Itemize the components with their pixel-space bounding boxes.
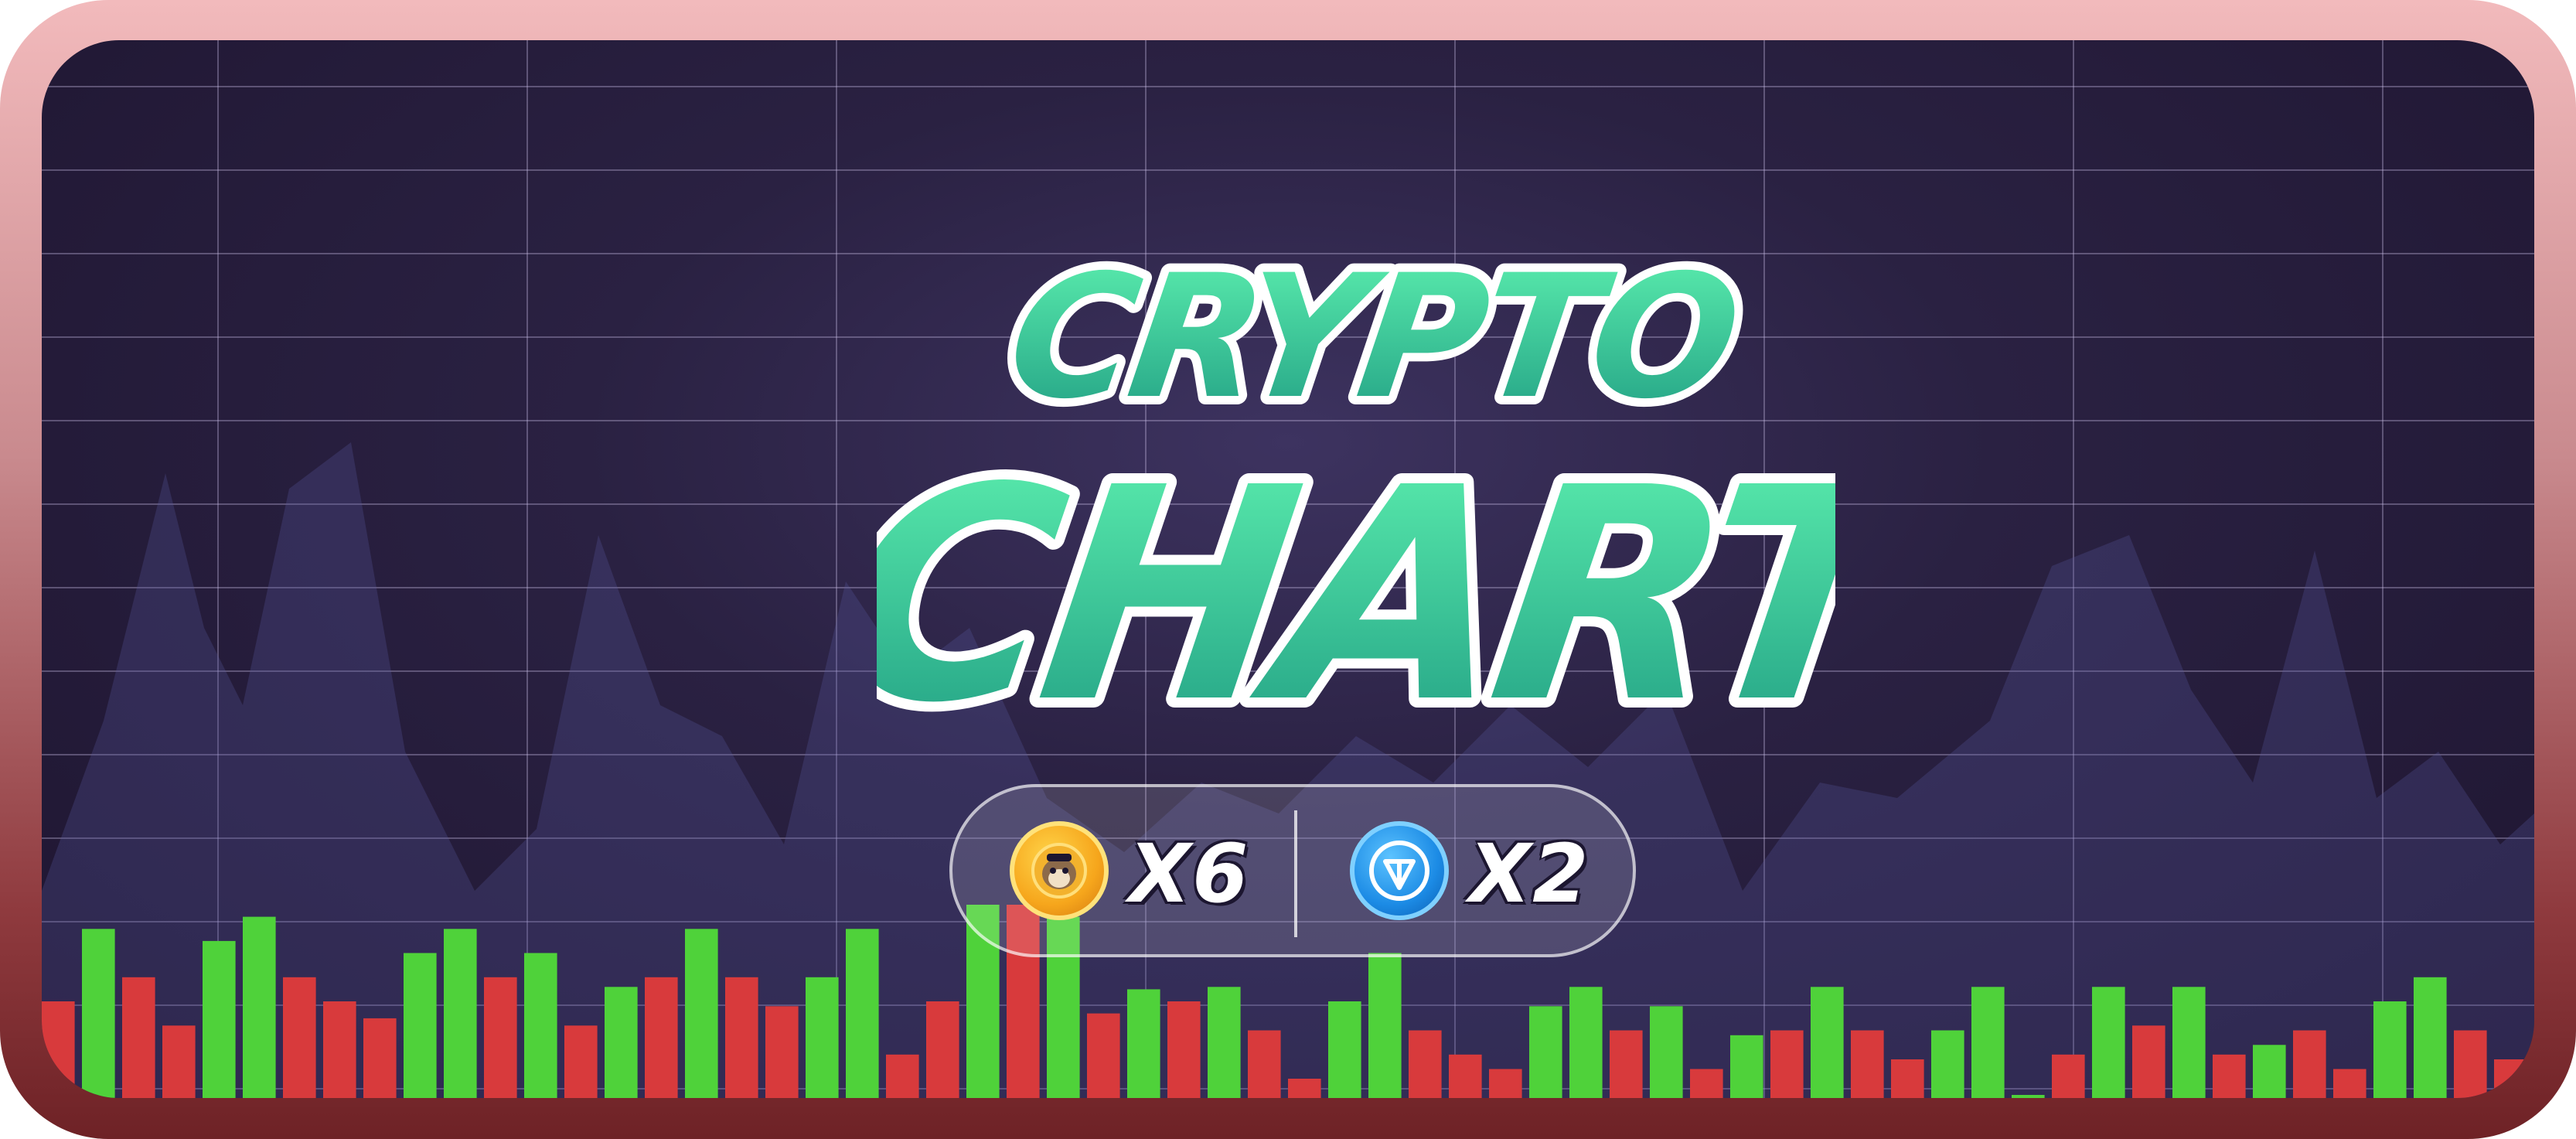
chart-bar-up — [2172, 987, 2206, 1098]
chart-bar-up — [1127, 989, 1160, 1098]
chart-bar-up — [1811, 987, 1844, 1098]
chart-bar-down — [42, 1001, 75, 1098]
background-mountains — [42, 442, 2534, 1098]
chart-bar-up — [2373, 1001, 2407, 1098]
title-line-1: CRYPTO — [998, 239, 1746, 437]
chart-bar-up — [2414, 977, 2447, 1098]
ton-coin-icon — [1350, 821, 1449, 920]
chart-bar-down — [1288, 1079, 1321, 1098]
chart-bar-up — [1529, 1006, 1562, 1098]
title-line-2: CHART — [877, 426, 1835, 768]
rewards-pill: X6 X2 — [949, 784, 1636, 957]
chart-bar-down — [162, 1025, 196, 1098]
chart-bar-up — [2012, 1095, 2045, 1098]
grid-lines — [42, 40, 2534, 1098]
chart-bar-down — [2213, 1054, 2246, 1098]
hamster-coin-icon — [1010, 821, 1109, 920]
chart-bar-down — [484, 977, 517, 1098]
chart-bar-down — [1489, 1069, 1522, 1098]
chart-bar-up — [1208, 987, 1241, 1098]
chart-bar-down — [1087, 1013, 1120, 1098]
multiplier-x2: X2 — [1469, 827, 1590, 921]
chart-bar-down — [323, 1001, 356, 1098]
chart-bar-down — [645, 977, 678, 1098]
chart-bar-up — [1328, 1001, 1361, 1098]
chart-bar-down — [564, 1025, 598, 1098]
chart-bar-down — [2333, 1069, 2366, 1098]
chart-bar-down — [2293, 1030, 2326, 1098]
chart-bar-down — [2052, 1054, 2085, 1098]
chart-bar-down — [1449, 1054, 1482, 1098]
chart-bar-down — [2494, 1059, 2527, 1098]
chart-bar-down — [1851, 1030, 1884, 1098]
chart-bar-down — [2454, 1030, 2487, 1098]
candle-bars — [42, 905, 2527, 1098]
chart-bar-down — [886, 1054, 919, 1098]
pill-divider — [1294, 810, 1297, 937]
multiplier-x6: X6 — [1129, 827, 1250, 921]
chart-bar-up — [605, 987, 638, 1098]
chart-bar-up — [82, 929, 115, 1098]
chart-background — [42, 40, 2534, 1098]
chart-bar-down — [1891, 1059, 1924, 1098]
chart-bar-up — [1650, 1006, 1683, 1098]
chart-bar-down — [725, 977, 758, 1098]
chart-bar-up — [524, 953, 557, 1098]
chart-bar-up — [2253, 1045, 2286, 1098]
chart-bar-up — [1047, 916, 1080, 1098]
chart-bar-up — [685, 929, 718, 1098]
chart-bar-down — [283, 977, 316, 1098]
chart-bar-up — [806, 977, 839, 1098]
chart-bar-up — [404, 953, 437, 1098]
chart-bar-up — [2092, 987, 2125, 1098]
chart-bar-down — [1770, 1030, 1804, 1098]
chart-bar-down — [1610, 1030, 1643, 1098]
chart-bar-up — [1730, 1035, 1763, 1098]
chart-bar-down — [122, 977, 155, 1098]
chart-bar-up — [1971, 987, 2005, 1098]
chart-panel: CRYPTO CHART X6 — [42, 40, 2534, 1098]
chart-bar-up — [846, 929, 879, 1098]
chart-bar-down — [363, 1018, 397, 1098]
chart-bar-down — [2132, 1025, 2165, 1098]
chart-bar-up — [1931, 1030, 1964, 1098]
chart-bar-up — [1368, 953, 1402, 1098]
chart-bar-down — [1167, 1001, 1201, 1098]
chart-bar-down — [1690, 1069, 1723, 1098]
title-logo: CRYPTO CHART — [877, 234, 1835, 778]
chart-bar-up — [203, 940, 236, 1098]
background-area-chart — [42, 442, 2534, 1098]
chart-bar-down — [926, 1001, 959, 1098]
chart-bar-up — [243, 916, 276, 1098]
chart-bar-down — [1409, 1030, 1442, 1098]
chart-bar-up — [1569, 987, 1603, 1098]
chart-bar-up — [444, 929, 477, 1098]
chart-bar-down — [765, 1006, 799, 1098]
chart-bar-down — [1248, 1030, 1281, 1098]
